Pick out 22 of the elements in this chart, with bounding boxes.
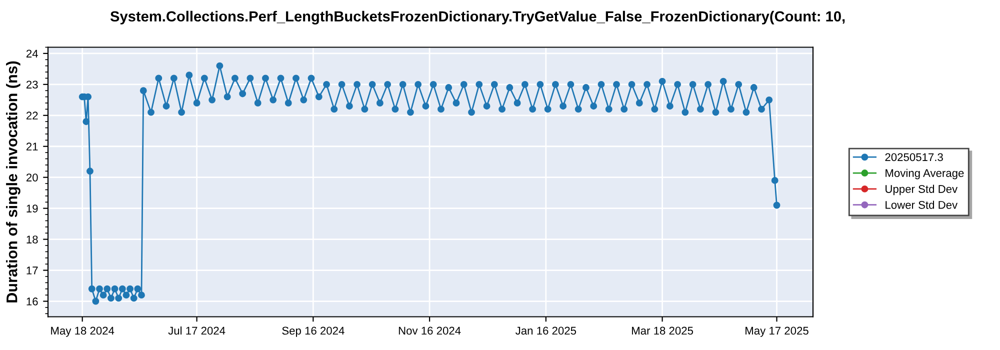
y-tick-label: 17 bbox=[26, 266, 38, 274]
x-tick-label: May 18 2024 bbox=[51, 326, 114, 337]
y-tick-label: 24 bbox=[26, 50, 38, 58]
x-tick-label: Mar 18 2025 bbox=[632, 326, 694, 335]
y-tick-label: 16 bbox=[26, 298, 38, 306]
y-axis-title: Duration of single invocation (ns) bbox=[6, 61, 20, 302]
y-tick-label: 19 bbox=[26, 204, 38, 212]
x-tick-label: Jul 17 2024 bbox=[168, 326, 226, 335]
x-tick-label: Sep 16 2024 bbox=[282, 326, 344, 337]
x-tick-label: May 17 2025 bbox=[746, 326, 808, 337]
y-tick-label: 22 bbox=[26, 112, 38, 120]
x-tick-label: Jan 16 2025 bbox=[516, 326, 576, 335]
y-tick-label: 18 bbox=[26, 236, 38, 244]
y-tick-label: 23 bbox=[26, 80, 38, 89]
legend-label: Upper Std Dev bbox=[886, 184, 958, 196]
legend-label: 20250517.3 bbox=[885, 153, 943, 162]
legend-label: Moving Average bbox=[886, 168, 964, 180]
chart-title: System.Collections.Perf_LengthBucketsFrozenDictionary.TryGetValue_False_FrozenDictionary(Count: 10, bbox=[110, 10, 845, 24]
y-tick-label: 21 bbox=[26, 142, 38, 150]
x-tick-label: Nov 16 2024 bbox=[398, 326, 461, 335]
y-tick-label: 20 bbox=[26, 174, 38, 182]
legend-label: Lower Std Dev bbox=[886, 200, 958, 209]
